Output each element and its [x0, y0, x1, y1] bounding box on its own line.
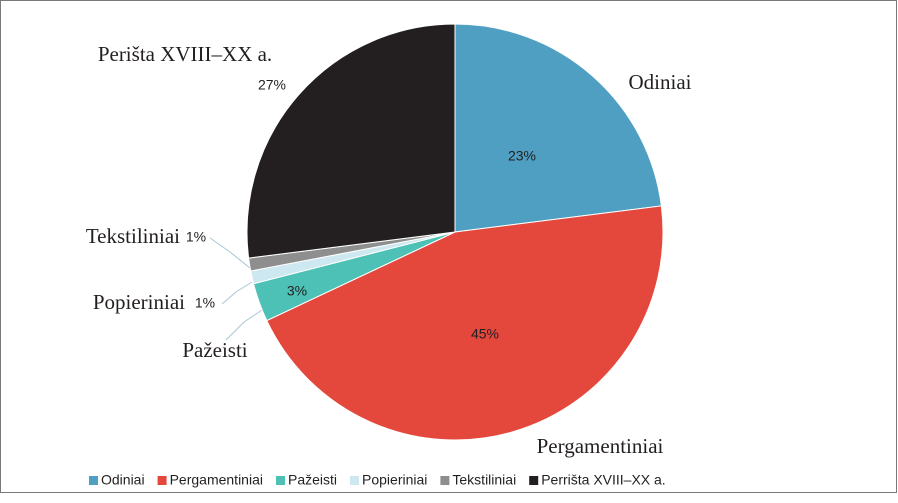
category-label: Pergamentiniai — [537, 434, 664, 458]
legend-label: Odiniai — [101, 472, 145, 488]
value-label: 3% — [287, 283, 307, 299]
leader-line — [225, 309, 263, 341]
category-label: Perišta XVIII–XX a. — [98, 42, 272, 66]
value-label: 23% — [508, 148, 536, 164]
legend-label: Perrišta XVIII–XX a. — [541, 472, 666, 488]
category-label: Tekstiliniai — [86, 224, 180, 248]
leader-line — [209, 237, 251, 269]
value-label: 27% — [258, 77, 286, 93]
legend-label: Popieriniai — [362, 472, 427, 488]
legend-label: Pažeisti — [288, 472, 337, 488]
leader-lines — [209, 237, 263, 341]
category-label: Odiniai — [629, 70, 692, 94]
legend-swatch — [89, 476, 98, 485]
category-label: Popieriniai — [93, 290, 185, 314]
legend-swatch — [440, 476, 450, 485]
value-label: 45% — [471, 326, 499, 342]
pie-slice — [246, 23, 456, 259]
legend-label: Tekstiliniai — [452, 472, 516, 488]
pie-slice — [454, 23, 662, 233]
pie-slice — [266, 205, 664, 441]
legend-swatch — [275, 476, 285, 485]
leader-line — [221, 281, 253, 305]
legend-swatch — [350, 476, 360, 485]
legend-swatch — [157, 476, 167, 485]
value-label: 1% — [186, 229, 206, 245]
legend-swatch — [529, 476, 539, 485]
legend-label: Pergamentiniai — [170, 472, 263, 488]
category-label: Pažeisti — [182, 338, 247, 362]
value-label: 1% — [195, 295, 215, 311]
